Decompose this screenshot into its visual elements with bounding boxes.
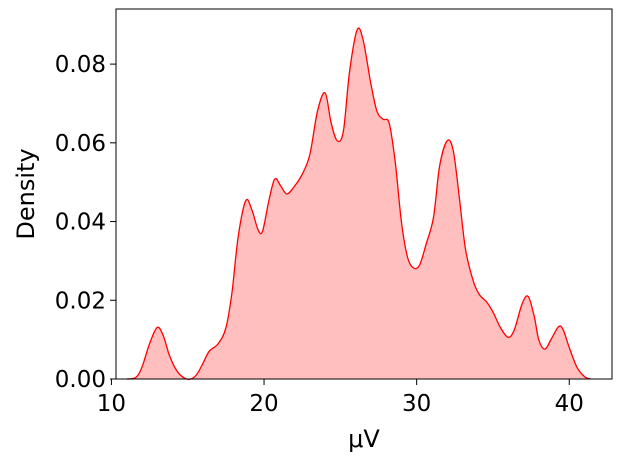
x-tick-label: 30 [402,391,431,417]
plot-frame [115,8,613,380]
x-axis: 10 20 30 40 [97,379,584,417]
y-tick-label: 0.06 [55,131,106,157]
plot-area [126,27,591,381]
x-tick-label: 20 [249,391,278,417]
density-line [126,27,591,381]
x-tick-label: 10 [97,391,126,417]
y-tick-label: 0.04 [55,210,106,236]
density-area-fill [126,28,591,380]
x-tick-label: 40 [555,391,584,417]
y-axis: 0.00 0.02 0.04 0.06 0.08 [55,52,116,393]
y-tick-label: 0.00 [55,367,106,393]
y-tick-label: 0.08 [55,52,106,78]
x-axis-label: μV [348,425,380,453]
y-tick-label: 0.02 [55,288,106,314]
y-axis-label: Density [12,148,40,239]
